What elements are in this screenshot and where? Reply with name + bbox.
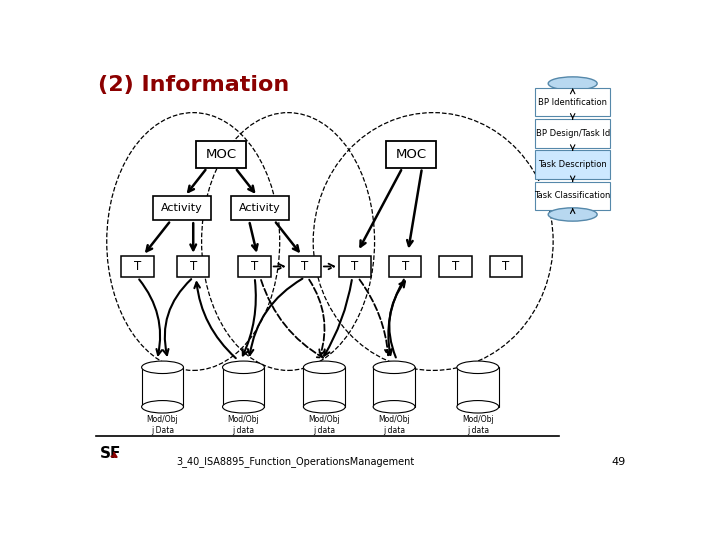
FancyBboxPatch shape (439, 255, 472, 277)
Text: T: T (189, 260, 197, 273)
Text: BP Design/Task Id: BP Design/Task Id (536, 129, 610, 138)
Text: BP Identification: BP Identification (538, 98, 607, 107)
Text: Mod/Obj
j data: Mod/Obj j data (462, 415, 494, 435)
Bar (222, 367, 264, 407)
Text: Mod/Obj
j data: Mod/Obj j data (228, 415, 259, 435)
FancyBboxPatch shape (196, 141, 246, 168)
FancyBboxPatch shape (389, 255, 421, 277)
Text: T: T (351, 260, 359, 273)
Bar (303, 367, 346, 407)
Text: Mod/Obj
j data: Mod/Obj j data (308, 415, 341, 435)
Text: 3_40_ISA8895_Function_OperationsManagement: 3_40_ISA8895_Function_OperationsManageme… (176, 456, 415, 467)
Text: SF: SF (100, 446, 122, 461)
Text: MOC: MOC (395, 148, 426, 161)
Text: 49: 49 (611, 457, 626, 467)
FancyBboxPatch shape (238, 255, 271, 277)
FancyBboxPatch shape (535, 88, 611, 116)
Text: Mod/Obj
j Data: Mod/Obj j Data (147, 415, 179, 435)
Ellipse shape (548, 208, 597, 221)
Text: T: T (134, 260, 141, 273)
FancyBboxPatch shape (153, 196, 212, 220)
Bar (373, 367, 415, 407)
Bar (142, 367, 184, 407)
FancyBboxPatch shape (289, 255, 321, 277)
Text: T: T (502, 260, 509, 273)
Text: T: T (452, 260, 459, 273)
FancyBboxPatch shape (535, 151, 611, 179)
Text: T: T (402, 260, 409, 273)
Ellipse shape (222, 361, 264, 374)
Ellipse shape (373, 401, 415, 413)
FancyBboxPatch shape (535, 119, 611, 147)
FancyBboxPatch shape (386, 141, 436, 168)
Text: Task Classification: Task Classification (534, 191, 611, 200)
Ellipse shape (373, 361, 415, 374)
Bar (457, 367, 499, 407)
Ellipse shape (548, 77, 597, 90)
Text: Task Description: Task Description (539, 160, 607, 169)
FancyBboxPatch shape (177, 255, 210, 277)
Ellipse shape (303, 361, 346, 374)
FancyBboxPatch shape (535, 181, 611, 210)
Ellipse shape (457, 361, 499, 374)
Text: T: T (301, 260, 308, 273)
Text: Mod/Obj
j data: Mod/Obj j data (378, 415, 410, 435)
Ellipse shape (303, 401, 346, 413)
Ellipse shape (142, 401, 184, 413)
Ellipse shape (222, 401, 264, 413)
Ellipse shape (142, 361, 184, 374)
Text: MOC: MOC (206, 148, 237, 161)
FancyBboxPatch shape (490, 255, 522, 277)
Text: Activity: Activity (161, 203, 203, 213)
Text: T: T (251, 260, 258, 273)
Ellipse shape (457, 401, 499, 413)
FancyBboxPatch shape (121, 255, 153, 277)
FancyBboxPatch shape (339, 255, 372, 277)
Text: Activity: Activity (239, 203, 281, 213)
FancyBboxPatch shape (231, 196, 289, 220)
Text: (2) Information: (2) Information (99, 75, 289, 95)
